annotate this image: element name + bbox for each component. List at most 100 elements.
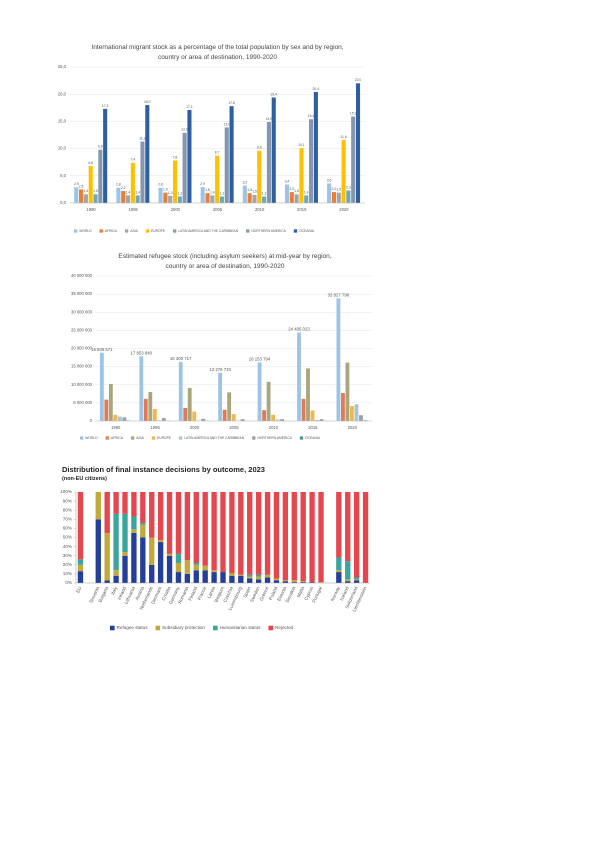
bar-segment xyxy=(140,492,146,523)
legend-label: EUROPE xyxy=(151,229,166,233)
bar-segment xyxy=(211,572,217,583)
bar-segment xyxy=(166,555,173,583)
bar-segment xyxy=(255,492,262,575)
y-tick-label: 20 000 000 xyxy=(71,346,93,351)
x-tick-label: Finland xyxy=(187,585,198,601)
bar-segment xyxy=(362,492,369,583)
x-tick-label: Norway xyxy=(330,585,341,602)
bar-segment xyxy=(77,571,84,583)
data-label: 2,5 xyxy=(79,184,84,188)
data-label: 12,9 xyxy=(181,128,188,132)
bar xyxy=(355,83,361,203)
y-tick-label: 30 000 000 xyxy=(71,309,93,314)
bar xyxy=(93,194,98,203)
x-tick-label: 2020 xyxy=(348,425,358,430)
data-label: 3,4 xyxy=(285,179,290,183)
bar-segment xyxy=(220,572,226,583)
x-tick-label: 2000 xyxy=(190,425,200,430)
bar xyxy=(117,416,122,421)
x-tick-label: 1990 xyxy=(111,425,121,430)
data-label: 1,8 xyxy=(247,188,252,192)
data-label: 1,4 xyxy=(135,190,140,194)
bar xyxy=(163,192,168,203)
bar xyxy=(257,362,262,421)
data-label: 15,9 xyxy=(350,111,357,115)
bar xyxy=(309,119,314,203)
bar-segment xyxy=(193,562,199,565)
bar-segment xyxy=(193,570,199,583)
bar-segment xyxy=(175,553,182,563)
y-tick-label: 10 000 000 xyxy=(71,382,93,387)
legend-label: WORLD xyxy=(79,229,92,233)
data-label: 3,2 xyxy=(242,180,247,184)
chart-subtitle: (non-EU citizens) xyxy=(62,476,107,482)
bar xyxy=(327,183,332,203)
data-label: 1,2 xyxy=(262,191,267,195)
bar xyxy=(266,121,271,203)
bar-segment xyxy=(104,580,110,583)
data-label: 1,4 xyxy=(210,190,215,194)
bar-segment xyxy=(175,492,182,554)
data-label: 2,0 xyxy=(289,187,294,191)
bar-segment xyxy=(309,582,315,583)
data-label: 17,8 xyxy=(228,101,235,105)
bar-segment xyxy=(282,581,289,583)
bar-segment xyxy=(353,579,360,581)
legend-swatch xyxy=(179,436,183,440)
bar-segment xyxy=(211,492,217,571)
bar xyxy=(229,106,234,203)
data-label: 10,1 xyxy=(298,143,305,147)
legend-swatch xyxy=(252,436,256,440)
y-tick-label: 70% xyxy=(63,517,72,522)
bar xyxy=(98,149,103,203)
x-tick-label: Italy xyxy=(110,585,118,595)
data-label: 17,1 xyxy=(186,105,193,109)
bar-segment xyxy=(229,575,235,583)
bar-segment xyxy=(238,575,244,583)
legend-swatch xyxy=(130,436,135,440)
bar xyxy=(315,419,319,421)
bar xyxy=(341,139,346,203)
legend-label: LATIN AMERICA AND THE CARIBBEAN xyxy=(184,436,244,440)
bar-segment xyxy=(291,582,297,583)
legend-label: Humanitarian status xyxy=(220,625,262,630)
x-tick-label: Malta xyxy=(296,585,305,598)
bar-segment xyxy=(345,492,351,562)
bar-segment xyxy=(255,574,262,577)
bar xyxy=(262,196,267,203)
bar-segment xyxy=(95,492,101,520)
x-tick-label: Latvia xyxy=(206,585,216,599)
data-label: 9,6 xyxy=(257,146,262,150)
y-tick-label: 10% xyxy=(63,571,72,576)
bar-segment xyxy=(77,559,84,565)
bar xyxy=(219,196,225,203)
y-tick-label: 40 000 000 xyxy=(71,273,93,278)
legend-label: NORTHERN AMERICA xyxy=(251,229,286,233)
bar xyxy=(121,191,126,203)
bar xyxy=(172,160,178,203)
data-label: 1,9 xyxy=(336,188,341,192)
bar xyxy=(227,392,232,421)
legend-label: ASIA xyxy=(136,436,144,440)
bar xyxy=(351,116,356,203)
bar xyxy=(122,417,127,421)
y-tick-label: 10,0 xyxy=(58,146,67,151)
bar xyxy=(284,184,290,203)
data-label: 22,0 xyxy=(355,78,362,82)
legend-swatch xyxy=(299,436,304,440)
bar-segment xyxy=(149,492,155,538)
bar xyxy=(275,419,280,421)
x-tick-label: Austria xyxy=(134,585,145,600)
legend-label: WORLD xyxy=(85,436,98,440)
bar-segment xyxy=(300,492,306,582)
data-label: 2,9 xyxy=(200,182,205,186)
y-tick-label: 0 xyxy=(90,418,93,423)
bar xyxy=(306,368,310,421)
y-tick-label: 5,0 xyxy=(60,173,66,178)
x-tick-label: 2015 xyxy=(308,425,318,430)
y-tick-label: 15,0 xyxy=(58,119,67,124)
x-tick-label: 2005 xyxy=(213,207,223,212)
bar xyxy=(247,193,252,203)
legend-label: AFRICA xyxy=(111,436,124,440)
bar xyxy=(158,187,163,203)
